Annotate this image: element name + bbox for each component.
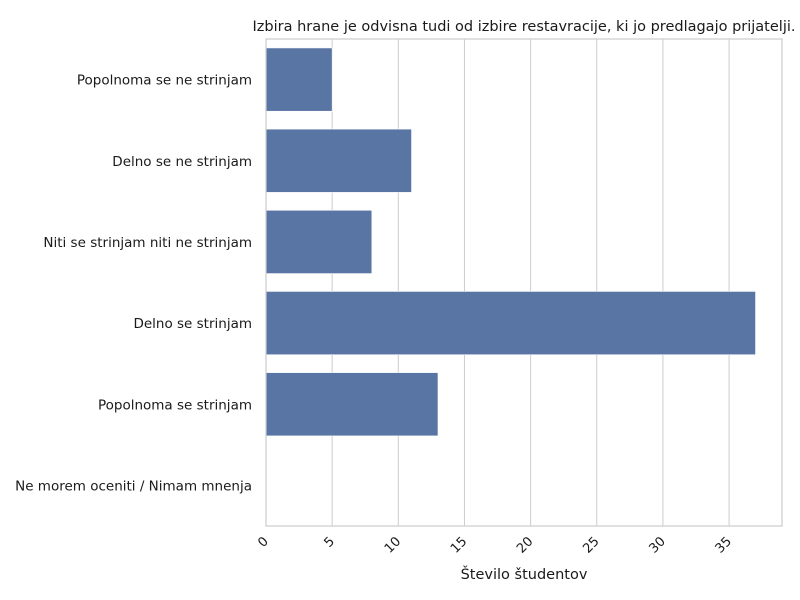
bar xyxy=(265,128,412,193)
x-tick-label: 25 xyxy=(580,534,602,556)
chart-title: Izbira hrane je odvisna tudi od izbire r… xyxy=(253,19,796,35)
grid-lines xyxy=(265,39,730,526)
bars xyxy=(265,47,756,437)
bar xyxy=(265,47,333,112)
bar xyxy=(265,209,373,274)
category-label: Niti se strinjam niti ne strinjam xyxy=(43,235,252,251)
x-tick-label: 20 xyxy=(514,534,536,556)
category-labels: Popolnoma se ne strinjam Delno se ne stri… xyxy=(15,73,252,495)
category-label: Ne morem oceniti / Nimam mnenja xyxy=(15,478,252,494)
bar xyxy=(265,291,756,356)
x-tick-label: 15 xyxy=(448,534,470,556)
x-tick-label: 30 xyxy=(646,534,668,556)
category-label: Delno se strinjam xyxy=(133,316,252,332)
x-tick-label: 5 xyxy=(322,534,338,550)
x-tick-label: 0 xyxy=(255,534,271,550)
x-tick-label: 35 xyxy=(713,534,735,556)
bar xyxy=(265,372,439,437)
category-label: Popolnoma se ne strinjam xyxy=(77,73,252,89)
category-label: Delno se ne strinjam xyxy=(112,154,252,170)
x-tick-label: 10 xyxy=(382,534,404,556)
x-tick-labels: 0 5 10 15 20 25 30 35 xyxy=(255,534,735,556)
category-label: Popolnoma se strinjam xyxy=(98,397,252,413)
plot-border xyxy=(265,38,783,527)
x-axis-title: Število študentov xyxy=(461,565,588,583)
plot-frame xyxy=(265,38,783,527)
